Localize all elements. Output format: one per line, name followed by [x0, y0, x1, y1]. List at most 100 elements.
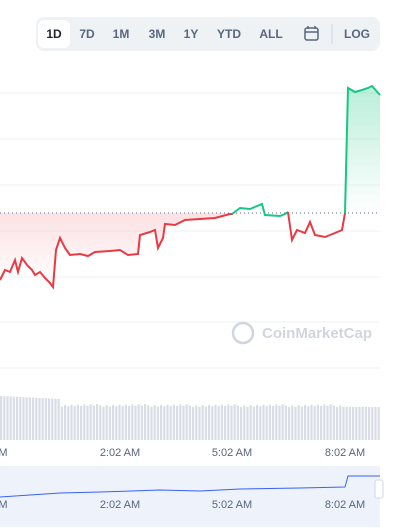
volume-bar — [284, 405, 287, 440]
watermark-logo — [231, 321, 255, 345]
volume-bar — [259, 406, 262, 440]
navigator-label: 2:02 AM — [100, 499, 140, 511]
volume-bar — [204, 406, 207, 440]
volume-bar — [108, 406, 111, 440]
price-line-down — [287, 211, 346, 244]
volume-bar — [118, 404, 121, 440]
volume-bar — [41, 398, 44, 440]
volume-bar — [35, 397, 38, 440]
volume-bar — [73, 406, 76, 440]
volume-bar — [140, 405, 143, 440]
x-label: 2:02 AM — [100, 447, 140, 459]
volume-bar — [291, 405, 294, 440]
volume-bar — [166, 404, 169, 440]
volume-bar — [185, 404, 188, 440]
volume-bar — [227, 404, 230, 440]
navigator-handle[interactable] — [374, 479, 384, 499]
volume-bar — [32, 397, 35, 440]
volume-bar — [252, 406, 255, 440]
volume-bar — [102, 406, 105, 440]
x-label: 5:02 AM — [212, 447, 252, 459]
volume-bar — [9, 396, 12, 440]
selected-range — [38, 20, 70, 48]
volume-bar — [358, 407, 361, 440]
volume-bar — [176, 406, 179, 440]
volume-bar — [208, 405, 211, 440]
volume-bar — [137, 404, 140, 440]
volume-bar — [105, 405, 108, 440]
volume-bar — [217, 406, 220, 440]
range-button[interactable]: ALL — [259, 27, 282, 41]
volume-bar — [150, 406, 153, 440]
volume-bar — [44, 398, 47, 440]
calendar-icon[interactable] — [304, 26, 319, 41]
range-button[interactable]: 1Y — [184, 27, 199, 41]
range-button[interactable]: 3M — [149, 27, 166, 41]
volume-bar — [144, 404, 147, 440]
volume-bar — [22, 397, 25, 440]
log-button[interactable]: LOG — [344, 27, 370, 41]
volume-bar — [345, 407, 348, 440]
volume-bar — [80, 406, 83, 440]
price-line-down — [0, 213, 233, 290]
navigator[interactable] — [0, 466, 380, 527]
volume-bar — [329, 404, 332, 440]
volume-bar — [262, 404, 265, 440]
volume-bar — [92, 405, 95, 440]
volume-bar — [336, 407, 339, 440]
volume-bar — [70, 404, 73, 440]
volume-bar — [220, 404, 223, 440]
volume-bar — [86, 405, 89, 440]
volume-bar — [38, 397, 41, 440]
volume-bar — [169, 406, 172, 440]
volume-bar — [57, 398, 60, 440]
volume-bar — [368, 407, 371, 440]
grid — [0, 92, 380, 369]
volume-bar — [19, 396, 22, 440]
volume-bar — [355, 407, 358, 440]
volume-bar — [313, 406, 316, 440]
volume-bar — [195, 405, 198, 440]
volume-bar — [214, 404, 217, 440]
volume-bar — [89, 404, 92, 440]
volume-bar — [281, 404, 284, 440]
volume-bar — [310, 404, 313, 440]
volume-bar — [323, 404, 326, 440]
volume-bar — [246, 406, 249, 440]
volume-bar — [3, 396, 6, 440]
volume-bar — [224, 406, 227, 440]
volume-bar — [352, 407, 355, 440]
volume-bar — [294, 406, 297, 440]
volume-bar — [188, 405, 191, 440]
volume-bar — [153, 405, 156, 440]
volume-bar — [211, 406, 214, 440]
volume-bar — [342, 406, 345, 440]
volume-bar — [121, 406, 124, 440]
volume-bar — [230, 405, 233, 440]
volume-bar — [28, 397, 31, 440]
range-button[interactable]: YTD — [217, 27, 241, 41]
volume-bar — [307, 406, 310, 440]
volume-bar — [147, 405, 150, 440]
volume-bar — [192, 407, 195, 440]
volume-bar — [272, 406, 275, 440]
volume-bar — [268, 404, 271, 440]
volume-bar — [160, 405, 163, 440]
range-button[interactable]: 1M — [113, 27, 130, 41]
volume-bar — [67, 406, 70, 440]
volume-bar — [12, 396, 15, 440]
volume-bar — [364, 407, 367, 440]
range-button[interactable]: 7D — [79, 27, 95, 41]
price-line-up — [231, 202, 289, 218]
volume-bar — [51, 398, 54, 440]
volume-bar — [326, 405, 329, 440]
volume-bar — [6, 396, 9, 440]
volume-bar — [54, 398, 57, 440]
range-button[interactable]: 1D — [46, 27, 62, 41]
volume-bar — [163, 406, 166, 440]
volume-bar — [172, 404, 175, 440]
volume-bar — [249, 405, 252, 440]
volume-bar — [60, 406, 63, 440]
